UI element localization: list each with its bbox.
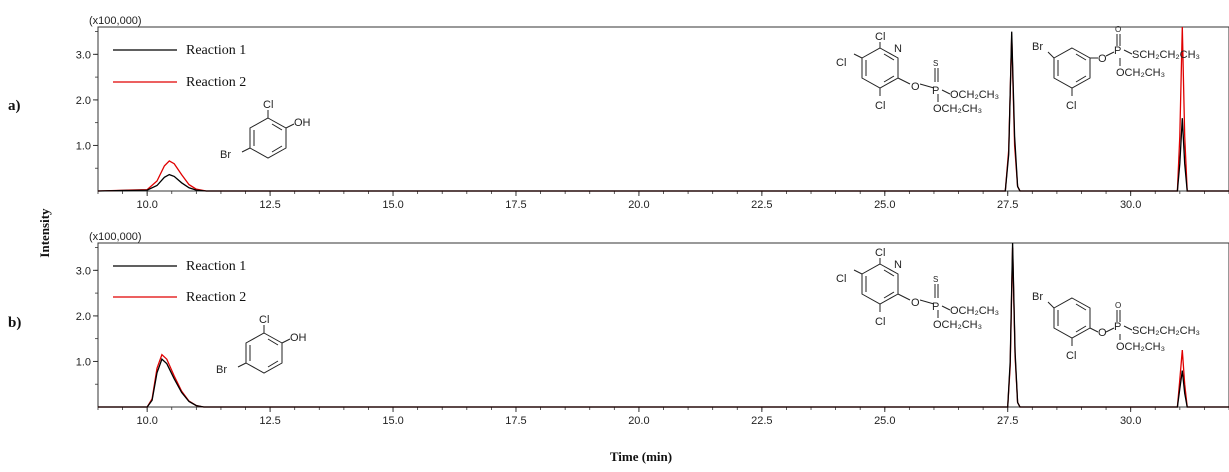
x-tick-label: 17.5	[505, 415, 526, 427]
atom-cl: Cl	[1066, 350, 1076, 362]
structure-chlorpyrifos-b: Cl Cl N Cl O P S OCH₂CH₃ OCH₂CH₃	[836, 247, 999, 331]
x-tick-label: 10.0	[136, 199, 157, 211]
atom-cl: Cl	[875, 316, 885, 328]
x-tick-label: 27.5	[997, 415, 1018, 427]
group-ethoxy: OCH₂CH₃	[1116, 67, 1165, 79]
structure-bromochlorophenol-a: Cl OH Br	[220, 99, 311, 161]
structure-profenofos-a: Br Cl O P O SCH₂CH₂CH₃ OCH₂CH₃	[1032, 25, 1200, 112]
x-tick-label: 17.5	[505, 199, 526, 211]
atom-p: P	[932, 85, 939, 97]
atom-s: S	[933, 59, 938, 68]
atom-o-double: O	[1115, 301, 1121, 310]
x-tick-label: 22.5	[751, 415, 772, 427]
atom-oh: OH	[290, 332, 307, 344]
panel-b-label: b)	[8, 315, 21, 331]
atom-cl: Cl	[836, 273, 846, 285]
x-tick-label: 27.5	[997, 199, 1018, 211]
trace-reaction-2	[98, 247, 1229, 408]
atom-o: O	[911, 81, 920, 93]
y-tick-label: 1.0	[76, 356, 91, 368]
atom-cl: Cl	[259, 314, 269, 326]
atom-br: Br	[220, 149, 231, 161]
x-tick-label: 22.5	[751, 199, 772, 211]
atom-n: N	[894, 43, 902, 55]
x-tick-label: 30.0	[1120, 199, 1141, 211]
atom-s: S	[933, 275, 938, 284]
trace-reaction-1	[98, 242, 1229, 408]
x-tick-label: 15.0	[382, 415, 403, 427]
y-tick-label: 3.0	[76, 49, 91, 61]
panel-a-label: a)	[8, 98, 21, 114]
atom-cl: Cl	[875, 247, 885, 259]
atom-oh: OH	[294, 117, 311, 129]
trace-reaction-1	[97, 31, 1229, 192]
y-tick-label: 1.0	[76, 140, 91, 152]
group-propylthio: SCH₂CH₂CH₃	[1132, 325, 1200, 337]
atom-cl: Cl	[875, 31, 885, 43]
atom-n: N	[894, 259, 902, 271]
x-tick-label: 10.0	[136, 415, 157, 427]
y-axis-title: Intensity	[37, 208, 52, 258]
structure-profenofos-b: Br Cl O P O SCH₂CH₂CH₃ OCH₂CH₃	[1032, 291, 1200, 362]
group-ethoxy: OCH₂CH₃	[950, 89, 999, 101]
panel-a-legend: Reaction 1 Reaction 2	[113, 43, 246, 90]
panel-b: b) (x100,000) Reaction 1 Reaction 2 10.0…	[8, 231, 1229, 427]
atom-p: P	[932, 301, 939, 313]
atom-o: O	[1098, 53, 1107, 65]
atom-o: O	[1098, 327, 1107, 339]
x-axis-title: Time (min)	[610, 449, 672, 464]
atom-cl: Cl	[263, 99, 273, 111]
x-tick-label: 25.0	[874, 415, 895, 427]
x-tick-label: 20.0	[628, 415, 649, 427]
group-ethoxy: OCH₂CH₃	[933, 319, 982, 331]
y-tick-label: 3.0	[76, 265, 91, 277]
atom-cl: Cl	[875, 100, 885, 112]
y-tick-label: 2.0	[76, 95, 91, 107]
panel-a-multiplier: (x100,000)	[89, 15, 142, 27]
x-tick-label: 30.0	[1120, 415, 1141, 427]
atom-p: P	[1114, 45, 1121, 57]
atom-o-double: O	[1115, 25, 1121, 34]
atom-p: P	[1114, 321, 1121, 333]
atom-br: Br	[1032, 41, 1043, 53]
panel-a: a) (x100,000) Reaction 1 Reaction 2 10.0…	[8, 15, 1229, 211]
legend-label-reaction-1: Reaction 1	[186, 259, 246, 274]
group-ethoxy: OCH₂CH₃	[1116, 341, 1165, 353]
atom-br: Br	[1032, 291, 1043, 303]
group-ethoxy: OCH₂CH₃	[950, 305, 999, 317]
group-propylthio: SCH₂CH₂CH₃	[1132, 49, 1200, 61]
panel-b-multiplier: (x100,000)	[89, 231, 142, 243]
y-tick-label: 2.0	[76, 311, 91, 323]
legend-label-reaction-1: Reaction 1	[186, 43, 246, 58]
atom-o: O	[911, 297, 920, 309]
panel-b-legend: Reaction 1 Reaction 2	[113, 259, 246, 305]
x-tick-label: 25.0	[874, 199, 895, 211]
atom-cl: Cl	[836, 57, 846, 69]
legend-label-reaction-2: Reaction 2	[186, 75, 246, 90]
legend-label-reaction-2: Reaction 2	[186, 290, 246, 305]
atom-br: Br	[216, 364, 227, 376]
structure-chlorpyrifos-a: Cl Cl N Cl O P S OCH₂CH₃ OCH₂CH₃	[836, 31, 999, 115]
structure-bromochlorophenol-b: Cl OH Br	[216, 314, 307, 376]
x-tick-label: 20.0	[628, 199, 649, 211]
x-tick-label: 12.5	[259, 415, 280, 427]
x-tick-label: 12.5	[259, 199, 280, 211]
x-tick-label: 15.0	[382, 199, 403, 211]
atom-cl: Cl	[1066, 100, 1076, 112]
group-ethoxy: OCH₂CH₃	[933, 103, 982, 115]
